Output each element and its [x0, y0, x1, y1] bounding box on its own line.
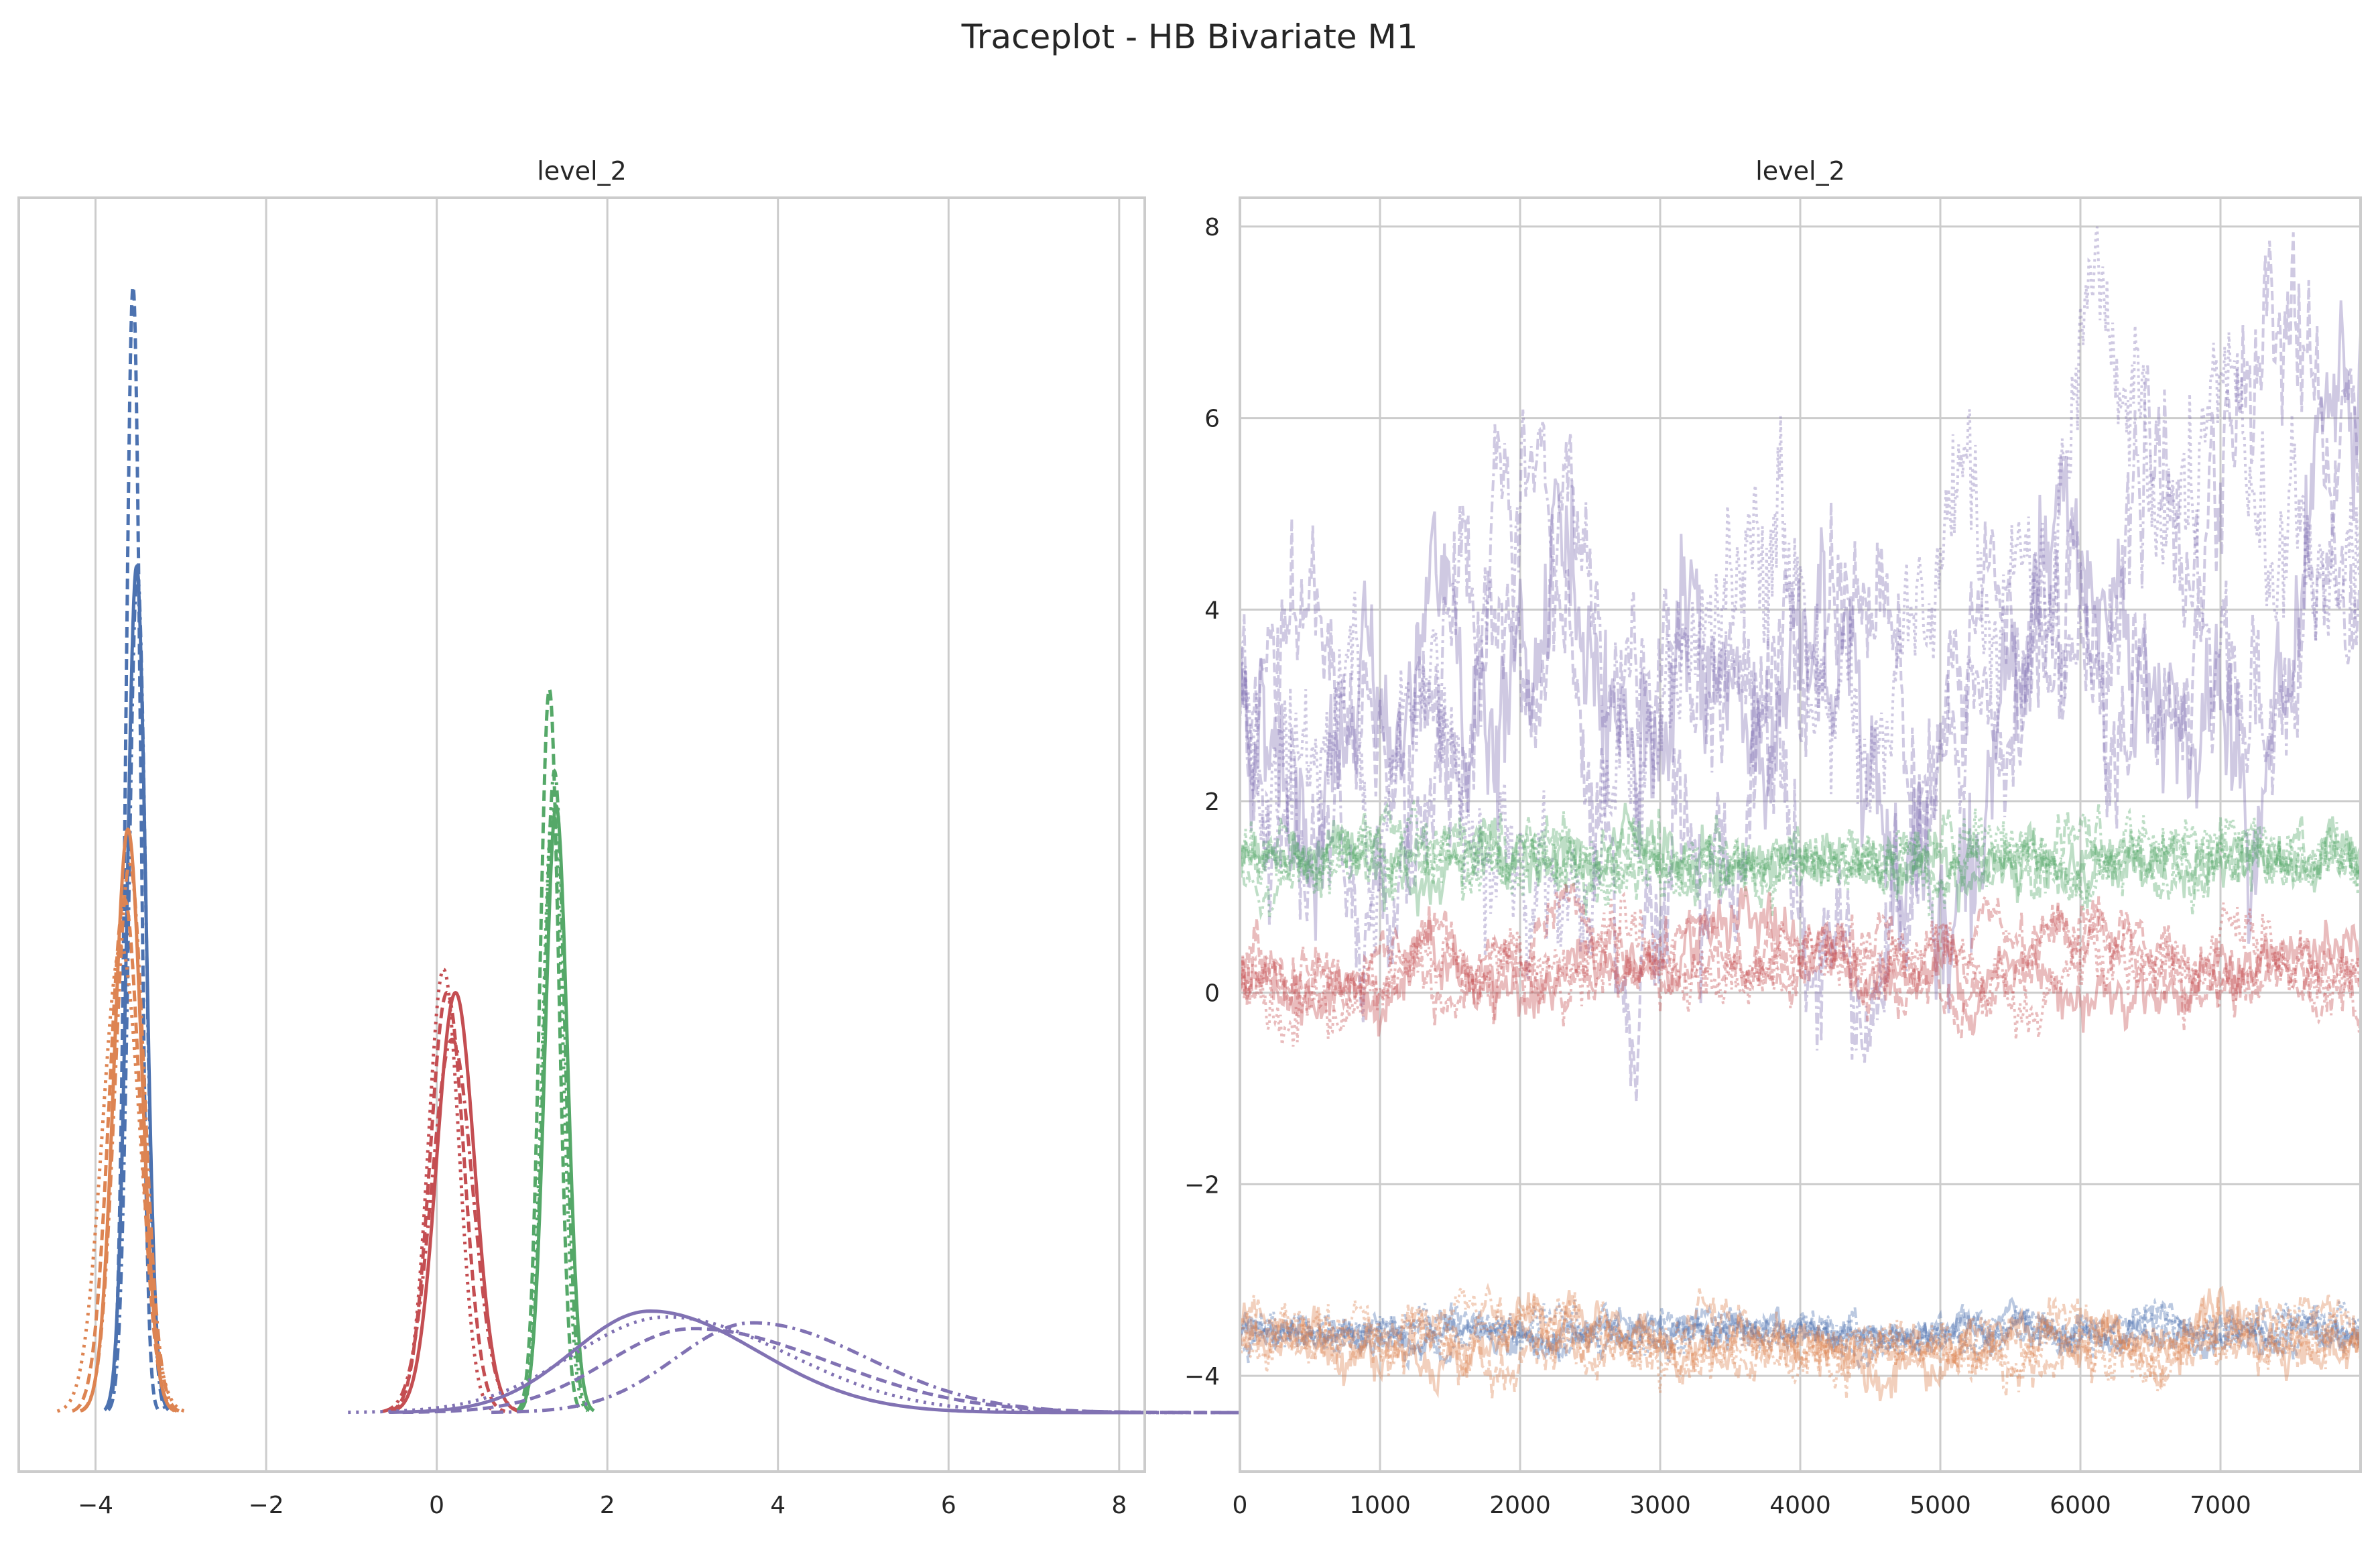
trace-series — [1239, 226, 2362, 1402]
kde-frame — [17, 196, 1146, 1473]
kde-x-tick-label: −2 — [249, 1492, 284, 1519]
kde-series — [56, 282, 1321, 1415]
trace-chain-blue — [1239, 1301, 2362, 1371]
trace-chain-orange — [1239, 1288, 2362, 1399]
trace-x-tick-label: 2000 — [1489, 1492, 1551, 1519]
kde-panel: level_2 −4 −2 0 2 4 6 8 — [17, 156, 1321, 1519]
kde-x-tick-label: 4 — [770, 1492, 786, 1519]
kde-curve-red-dashed — [388, 990, 506, 1413]
kde-x-tick-label: −4 — [78, 1492, 113, 1519]
kde-curve-purple-solid — [389, 1309, 1145, 1415]
trace-chain-green — [1239, 802, 2362, 916]
kde-x-tick-label: 6 — [941, 1492, 956, 1519]
trace-chain-blue — [1239, 1297, 2362, 1370]
trace-chain-orange — [1239, 1283, 2362, 1398]
trace-panel-title: level_2 — [1755, 156, 1845, 186]
trace-y-tick-label: 4 — [1204, 597, 1220, 624]
trace-x-tick-label: 7000 — [2190, 1492, 2251, 1519]
trace-chain-orange — [1239, 1285, 2362, 1402]
trace-chain-green — [1239, 804, 2362, 921]
trace-x-tick-labels: 0 1000 2000 3000 4000 5000 6000 7000 — [1233, 1492, 2251, 1519]
kde-x-tick-label: 0 — [429, 1492, 444, 1519]
trace-x-tick-label: 3000 — [1629, 1492, 1691, 1519]
trace-panel: level_2 0 1000 2000 3000 4000 5000 6000 7000 −4… — [1184, 156, 2362, 1519]
trace-chain-blue — [1239, 1297, 2362, 1364]
trace-y-tick-label: −4 — [1184, 1363, 1220, 1390]
kde-panel-title: level_2 — [537, 156, 627, 186]
kde-curve-blue-dashed — [107, 282, 160, 1410]
trace-y-tick-label: 2 — [1204, 788, 1220, 816]
kde-x-tick-label: 2 — [600, 1492, 615, 1519]
trace-chain-red — [1239, 891, 2362, 1047]
trace-chain-purple — [1239, 300, 2362, 1014]
trace-chain-red — [1239, 892, 2362, 1033]
trace-chain-red — [1239, 886, 2362, 1037]
kde-curve-purple-dotted — [348, 1315, 1229, 1415]
kde-curve-purple-dashdot — [491, 1321, 1282, 1415]
trace-x-tick-label: 4000 — [1769, 1492, 1831, 1519]
trace-x-tick-label: 6000 — [2050, 1492, 2111, 1519]
kde-x-tick-labels: −4 −2 0 2 4 6 8 — [78, 1492, 1127, 1519]
trace-y-tick-labels: −4 −2 0 2 4 6 8 — [1184, 214, 1220, 1390]
trace-gridlines — [1239, 198, 2361, 1472]
trace-chain-purple — [1239, 365, 2362, 1063]
trace-chain-blue — [1239, 1297, 2361, 1360]
trace-y-tick-label: 0 — [1204, 980, 1220, 1008]
trace-chain-green — [1239, 803, 2362, 916]
kde-curve-red-dashdot — [382, 1037, 522, 1413]
trace-y-tick-label: 6 — [1204, 406, 1220, 433]
trace-x-tick-label: 0 — [1233, 1492, 1248, 1519]
trace-chain-purple — [1239, 226, 2362, 984]
trace-y-tick-label: 8 — [1204, 214, 1220, 241]
trace-y-tick-label: −2 — [1184, 1171, 1220, 1199]
kde-plot-area — [19, 198, 1145, 1472]
trace-chain-green — [1239, 798, 2362, 920]
kde-curve-green-dotted — [517, 803, 588, 1413]
trace-chain-purple — [1239, 232, 2362, 1102]
trace-x-tick-label: 5000 — [1909, 1492, 1971, 1519]
kde-gridlines — [95, 198, 1121, 1472]
trace-chain-red — [1239, 878, 2362, 1038]
kde-curve-red-dotted — [390, 967, 497, 1413]
kde-curve-green-dashdot — [519, 768, 590, 1413]
trace-x-tick-label: 1000 — [1349, 1492, 1411, 1519]
kde-x-tick-label: 8 — [1111, 1492, 1127, 1519]
trace-frame — [1239, 196, 2362, 1473]
figure-title: Traceplot - HB Bivariate M1 — [961, 17, 1418, 56]
kde-curve-orange-dashdot — [79, 862, 180, 1413]
kde-curve-purple-dashed — [402, 1327, 1321, 1415]
